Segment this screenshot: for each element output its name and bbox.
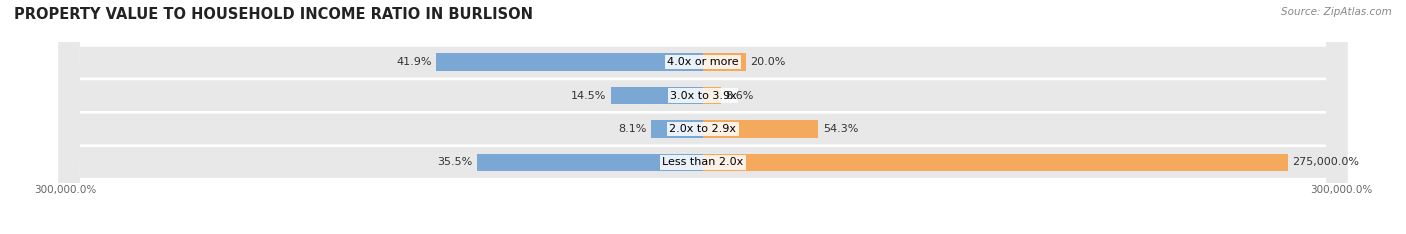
Text: 20.0%: 20.0% [749, 57, 785, 67]
Text: 2.0x to 2.9x: 2.0x to 2.9x [669, 124, 737, 134]
Bar [610, 87, 703, 104]
FancyBboxPatch shape [59, 0, 1347, 234]
Bar [703, 120, 818, 138]
Text: 14.5%: 14.5% [571, 91, 606, 101]
Bar [703, 154, 1288, 171]
Bar [436, 54, 703, 71]
Text: PROPERTY VALUE TO HOUSEHOLD INCOME RATIO IN BURLISON: PROPERTY VALUE TO HOUSEHOLD INCOME RATIO… [14, 7, 533, 22]
Text: 275,000.0%: 275,000.0% [1292, 157, 1360, 168]
Text: 41.9%: 41.9% [396, 57, 432, 67]
Text: 8.6%: 8.6% [725, 91, 754, 101]
Text: Source: ZipAtlas.com: Source: ZipAtlas.com [1281, 7, 1392, 17]
Text: 3.0x to 3.9x: 3.0x to 3.9x [669, 91, 737, 101]
Text: 4.0x or more: 4.0x or more [668, 57, 738, 67]
Bar [703, 87, 721, 104]
FancyBboxPatch shape [59, 0, 1347, 234]
FancyBboxPatch shape [59, 0, 1347, 234]
Bar [703, 54, 745, 71]
Text: 35.5%: 35.5% [437, 157, 472, 168]
Bar [651, 120, 703, 138]
Text: 54.3%: 54.3% [823, 124, 858, 134]
Bar [477, 154, 703, 171]
Text: 8.1%: 8.1% [619, 124, 647, 134]
Text: Less than 2.0x: Less than 2.0x [662, 157, 744, 168]
FancyBboxPatch shape [59, 0, 1347, 234]
